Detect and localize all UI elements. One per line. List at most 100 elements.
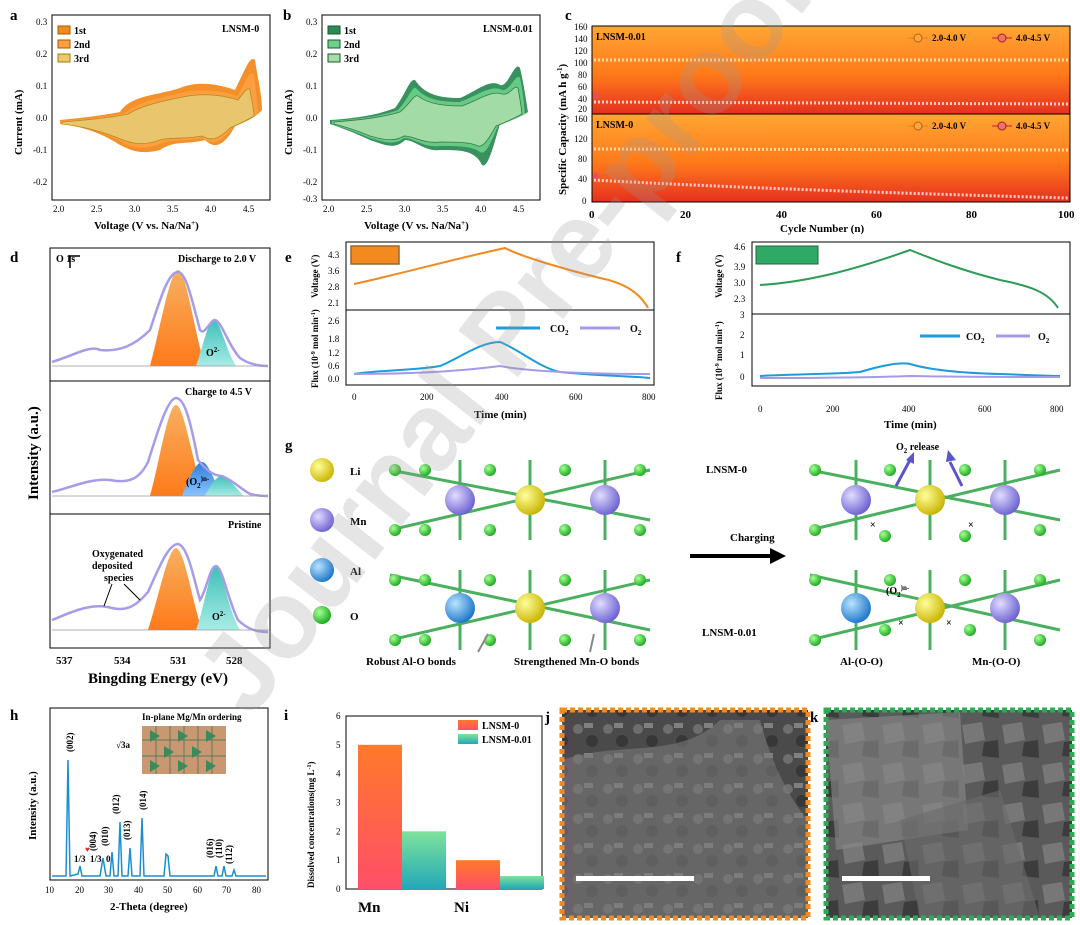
peak-label: (016) <box>205 839 215 859</box>
xtick-h: 40 <box>134 885 144 895</box>
xtick-b: 2.0 <box>323 204 335 214</box>
xlabel-b: Voltage (V vs. Na/Na+) <box>364 219 469 232</box>
sample-name-a: LNSM-0 <box>222 24 259 35</box>
panel-label-d: d <box>10 250 19 266</box>
ytick-c: 40 <box>578 94 588 104</box>
xticks-h: 10 20 30 40 50 60 70 80 <box>45 885 262 895</box>
legend-label-3rd: 3rd <box>344 54 359 65</box>
xlabel-a: Voltage (V vs. Na/Na+) <box>94 219 199 232</box>
xtick-e: 400 <box>495 392 509 402</box>
cv-curve-3rd <box>61 88 255 145</box>
peak-labels: (002) (004) (010) (012) (013) (014) (016… <box>65 733 234 865</box>
xtick-e: 0 <box>352 392 357 402</box>
mn-atom <box>590 593 620 623</box>
sem-particle-k <box>900 790 1040 918</box>
ytick-e: 1.8 <box>328 334 340 344</box>
bar-mn-lnsm-001 <box>402 831 446 889</box>
scale-bar <box>69 255 80 268</box>
superlattice-label: 1/3 <box>74 854 86 864</box>
xtick-h: 30 <box>104 885 114 895</box>
li-atom <box>915 593 945 623</box>
xtick-c: 100 <box>1058 209 1075 221</box>
o2-curve-e <box>353 364 651 375</box>
o-atoms-left <box>389 464 646 646</box>
xlabel-h: 2-Theta (degree) <box>110 901 188 913</box>
panel-k: k <box>810 707 1075 921</box>
xtick-a: 2.0 <box>53 204 65 214</box>
xtick-h: 50 <box>163 885 173 895</box>
row-label-discharge: Discharge to 2.0 V <box>178 254 257 265</box>
ytick-f: 3.0 <box>734 278 746 288</box>
mn-atom <box>590 485 620 515</box>
yticks-f: 4.6 3.9 3.0 2.3 3 2 1 0 3 <box>734 242 746 382</box>
o2-release-label: O2 release <box>896 442 940 455</box>
row-label-charge: Charge to 4.5 V <box>185 387 253 398</box>
annotation-line-3: species <box>104 573 134 584</box>
xps-peak-orange <box>148 548 202 630</box>
peak-label: (013) <box>122 821 132 841</box>
series-4-45v-top <box>593 100 1069 106</box>
o2n-label: (O2)n- <box>186 475 210 490</box>
row-label-pristine: Pristine <box>228 520 262 531</box>
yticks-b: 0.3 0.2 0.1 0.0 -0.1 -0.2 -0.3 <box>303 17 318 204</box>
co2-curve-f <box>759 362 1061 377</box>
xtick-b: 3.5 <box>437 204 449 214</box>
xtick-f: 800 <box>1050 404 1064 414</box>
pointer-arrow <box>589 633 595 653</box>
legend-label-lnsm001: LNSM-0.01 <box>482 735 532 746</box>
category-label-mn: Mn <box>358 900 381 916</box>
xtick-c: 40 <box>776 209 788 221</box>
xps-envelope <box>51 396 269 498</box>
xlabel-f: Time (min) <box>884 419 937 431</box>
color-swatch-f <box>755 245 819 265</box>
mn-atom-icon <box>310 508 334 532</box>
xticks-e: 0 200 400 600 800 <box>352 392 656 402</box>
ytick-a: 0.3 <box>36 17 48 27</box>
ytick-f: 1 <box>740 350 745 360</box>
mn-atom <box>445 485 475 515</box>
panel-label-f: f <box>676 250 682 266</box>
atom-label-al: Al <box>350 566 361 578</box>
legend-label-1st: 1st <box>344 26 357 37</box>
broken-bond-mark: × <box>946 618 952 629</box>
xps-peak-teal <box>205 476 244 496</box>
sample-name-b: LNSM-0.01 <box>483 24 533 35</box>
o2-minus-label: O2- <box>212 610 226 623</box>
broken-bond-mark: × <box>870 520 876 531</box>
bond-label-mn-o: Strengthened Mn-O bonds <box>514 656 640 668</box>
peak-label: (112) <box>224 845 234 864</box>
series-4-45v-bottom <box>593 178 1069 200</box>
ytick-c: 160 <box>574 114 588 124</box>
legend-label-2nd: 2nd <box>344 40 361 51</box>
capacity-band-bottom <box>592 114 1070 202</box>
sample-name-c-bottom: LNSM-0 <box>596 120 633 131</box>
xtick-e: 200 <box>420 392 434 402</box>
xtick-b: 4.5 <box>513 204 525 214</box>
capacity-band-top <box>592 26 1070 114</box>
li-atom <box>515 593 545 623</box>
panel-label-e: e <box>285 250 292 266</box>
peak-label: (110) <box>214 839 224 858</box>
product-label-mn: Mn-(O-O) <box>972 656 1021 668</box>
xticks-b: 2.0 2.5 3.0 3.5 4.0 4.5 <box>323 204 525 214</box>
legend-label: 4.0-4.5 V <box>1016 33 1051 43</box>
legend-o2: O2 <box>630 324 642 337</box>
ylabel-flux-f: Flux (10-9 mol min-1) <box>714 321 724 400</box>
xtick-b: 2.5 <box>361 204 373 214</box>
xticks-d: 537 534 531 528 <box>56 655 243 667</box>
xtick-e: 600 <box>569 392 583 402</box>
xtick-h: 10 <box>45 885 55 895</box>
scale-label-o1s: O 1s <box>56 254 75 265</box>
voltage-curve-e <box>353 246 649 309</box>
panel-j: j <box>544 707 811 921</box>
legend-label: 2.0-4.0 V <box>932 121 967 131</box>
ylabel-h: Intensity (a.u.) <box>27 771 39 840</box>
ytick-c: 20 <box>578 104 588 114</box>
yticks-i: 6 5 4 3 2 1 0 <box>336 711 341 894</box>
superlattice-label: 1/3 <box>90 854 102 864</box>
ytick-e: 4.3 <box>328 250 340 260</box>
ytick-b: 0.3 <box>306 17 318 27</box>
peak-label: (012) <box>111 795 121 815</box>
panel-b: b LNSM-0.01 1st 2nd 3rd 0.3 0.2 0.1 0.0 … <box>283 8 541 232</box>
